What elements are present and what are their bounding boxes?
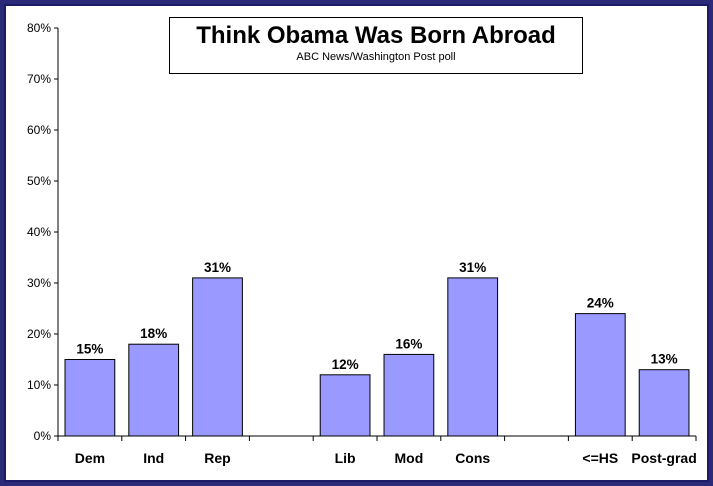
bar-ind — [128, 343, 180, 437]
bar-chart: 0% 10% 20% 30% 40% 50% 60% 70% 80% 15% Dem 18% Ind 3… — [27, 21, 697, 466]
bars — [64, 277, 690, 437]
x-category-label: Lib — [335, 450, 356, 466]
x-category-label: Dem — [75, 450, 105, 466]
labels: 15% Dem 18% Ind 31% Rep 12% Lib 16% Mod 31% Cons 24%… — [75, 260, 697, 466]
y-tick-label: 40% — [27, 225, 51, 239]
data-label: 15% — [76, 342, 103, 357]
y-tick-label: 10% — [27, 378, 51, 392]
bar-cons — [447, 277, 499, 437]
data-label: 12% — [332, 357, 359, 372]
data-label: 16% — [395, 336, 422, 351]
data-label: 24% — [587, 296, 614, 311]
bar-lib — [319, 374, 371, 437]
x-category-label: Ind — [143, 450, 164, 466]
y-tick-label: 50% — [27, 174, 51, 188]
chart-title: Think Obama Was Born Abroad — [196, 22, 556, 49]
bar-dem — [64, 359, 116, 437]
x-category-label: <=HS — [582, 450, 618, 466]
y-tick-label: 60% — [27, 123, 51, 137]
title-box: Think Obama Was Born Abroad ABC News/Was… — [169, 17, 583, 74]
bar--hs — [574, 313, 626, 437]
y-tick-label: 0% — [34, 429, 52, 443]
bar-mod — [383, 353, 435, 437]
y-tick-label: 30% — [27, 276, 51, 290]
x-category-label: Cons — [455, 450, 490, 466]
y-tick-label: 70% — [27, 72, 51, 86]
chart-frame: 0% 10% 20% 30% 40% 50% 60% 70% 80% 15% Dem 18% Ind 3… — [4, 4, 709, 482]
data-label: 13% — [651, 352, 678, 367]
x-category-label: Post-grad — [631, 450, 696, 466]
y-tick-label: 20% — [27, 327, 51, 341]
chart-subtitle: ABC News/Washington Post poll — [296, 51, 456, 63]
data-label: 31% — [459, 260, 486, 275]
bar-post-grad — [638, 369, 690, 437]
y-tick-label: 80% — [27, 21, 51, 35]
data-label: 31% — [204, 260, 231, 275]
x-category-label: Mod — [395, 450, 424, 466]
x-category-label: Rep — [204, 450, 230, 466]
data-label: 18% — [140, 326, 167, 341]
bar-rep — [192, 277, 243, 437]
